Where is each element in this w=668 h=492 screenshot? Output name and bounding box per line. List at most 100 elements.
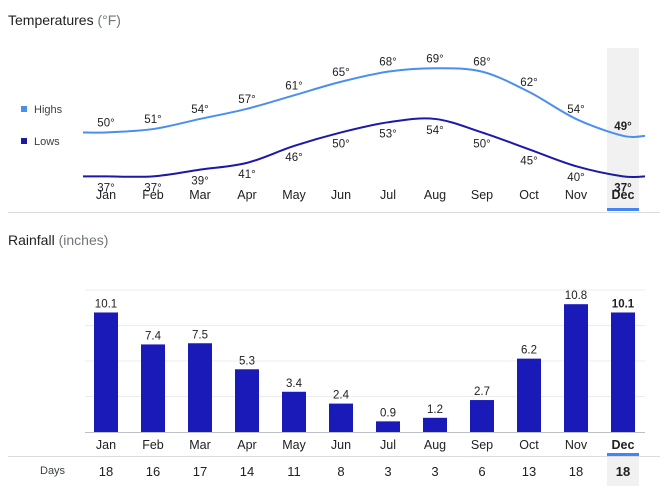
legend-highs-label: Highs	[34, 104, 63, 116]
rainfall-data-label: 2.4	[333, 390, 350, 402]
rain-month-label[interactable]: Nov	[565, 438, 588, 452]
temp-month-label[interactable]: May	[282, 188, 306, 202]
rain-days-value: 18	[616, 464, 630, 479]
rain-month-label[interactable]: Sep	[471, 438, 493, 452]
highs-data-label: 50°	[97, 117, 114, 129]
rain-month-label[interactable]: Apr	[237, 438, 256, 452]
highs-data-label: 68°	[473, 57, 490, 69]
legend-lows-label: Lows	[34, 136, 60, 148]
rainfall-bar[interactable]	[376, 421, 400, 432]
lows-line	[83, 117, 646, 179]
rain-days-value: 6	[478, 464, 485, 479]
rainfall-bar[interactable]	[611, 312, 635, 432]
rainfall-data-label: 2.7	[474, 386, 490, 398]
rainfall-data-label: 6.2	[521, 345, 537, 357]
rainfall-bar[interactable]	[188, 343, 212, 432]
rain-days-value: 14	[240, 464, 254, 479]
lows-data-label: 41°	[238, 169, 255, 181]
temperatures-unit: (°F)	[97, 12, 121, 28]
rain-month-label[interactable]: May	[282, 438, 306, 452]
rain-days-value: 13	[522, 464, 536, 479]
highs-line	[82, 67, 646, 139]
rainfall-bar[interactable]	[517, 358, 541, 432]
selected-days-highlight	[607, 456, 639, 486]
selected-month-indicator-rain[interactable]	[607, 453, 639, 456]
rain-month-label[interactable]: Oct	[519, 438, 539, 452]
rainfall-data-label: 1.2	[427, 404, 443, 416]
rainfall-data-label: 3.4	[286, 378, 303, 390]
legend-highs-swatch	[21, 106, 27, 112]
rainfall-bar[interactable]	[235, 369, 259, 432]
rain-days-value: 8	[337, 464, 344, 479]
rainfall-unit: (inches)	[58, 232, 109, 248]
temp-month-label[interactable]: Jul	[380, 188, 396, 202]
temp-month-label[interactable]: Oct	[519, 188, 539, 202]
rainfall-data-label: 10.1	[95, 298, 117, 310]
temp-month-label[interactable]: Mar	[189, 188, 211, 202]
rain-days-value: 3	[431, 464, 438, 479]
temp-month-label[interactable]: Dec	[612, 188, 635, 202]
rainfall-data-label: 7.4	[145, 330, 162, 342]
rain-days-value: 11	[287, 464, 301, 479]
rainfall-bar[interactable]	[564, 304, 588, 432]
highs-data-label: 54°	[567, 104, 584, 116]
rainfall-bar[interactable]	[282, 391, 306, 432]
rain-days-value: 18	[99, 464, 113, 479]
selected-column-highlight-temp	[607, 48, 639, 210]
rain-month-label[interactable]: Jun	[331, 438, 351, 452]
rainfall-title: Rainfall	[8, 232, 55, 248]
highs-data-label: 69°	[426, 53, 443, 65]
lows-data-label: 37°	[144, 182, 161, 194]
rainfall-bar[interactable]	[94, 312, 118, 432]
temperatures-title: Temperatures	[8, 12, 94, 28]
rain-month-label[interactable]: Jan	[96, 438, 116, 452]
rainfall-data-label: 7.5	[192, 329, 208, 341]
highs-data-label: 51°	[144, 114, 161, 126]
lows-data-label: 50°	[332, 138, 349, 150]
days-label: Days	[40, 465, 66, 477]
temp-month-label[interactable]: Jan	[96, 188, 116, 202]
rain-days-value: 18	[569, 464, 583, 479]
selected-column-highlight-temp-axis	[607, 195, 639, 211]
lows-data-label: 45°	[520, 155, 537, 167]
highs-data-label: 57°	[238, 94, 255, 106]
temp-month-label[interactable]: Aug	[424, 188, 446, 202]
rainfall-bar[interactable]	[329, 403, 353, 432]
lows-data-label: 37°	[614, 182, 632, 194]
legend-lows-swatch	[21, 138, 27, 144]
lows-data-label: 53°	[379, 128, 396, 140]
temp-month-label[interactable]: Apr	[237, 188, 256, 202]
highs-data-label: 62°	[520, 77, 537, 89]
highs-data-label: 49°	[614, 121, 632, 133]
rain-month-label[interactable]: Dec	[612, 438, 635, 452]
rain-month-label[interactable]: Mar	[189, 438, 211, 452]
rain-month-label[interactable]: Jul	[380, 438, 396, 452]
selected-month-indicator-temp[interactable]	[607, 208, 639, 211]
rain-days-value: 16	[146, 464, 160, 479]
rainfall-data-label: 10.1	[612, 298, 635, 310]
lows-data-label: 54°	[426, 125, 443, 137]
lows-data-label: 50°	[473, 138, 490, 150]
rainfall-data-label: 10.8	[565, 290, 587, 302]
temp-month-label[interactable]: Nov	[565, 188, 588, 202]
lows-data-label: 37°	[97, 182, 114, 194]
lows-data-label: 40°	[567, 172, 584, 184]
rainfall-bar[interactable]	[470, 400, 494, 432]
rainfall-bar[interactable]	[423, 417, 447, 432]
rainfall-bar[interactable]	[141, 344, 165, 432]
lows-data-label: 39°	[191, 176, 208, 188]
temp-month-label[interactable]: Sep	[471, 188, 493, 202]
temperatures-heading: Temperatures (°F)	[8, 12, 121, 28]
rainfall-heading: Rainfall (inches)	[8, 232, 108, 248]
rain-days-value: 3	[384, 464, 391, 479]
temp-month-label[interactable]: Feb	[142, 188, 164, 202]
rain-month-label[interactable]: Aug	[424, 438, 446, 452]
rain-month-label[interactable]: Feb	[142, 438, 164, 452]
highs-data-label: 61°	[285, 80, 302, 92]
temp-month-label[interactable]: Jun	[331, 188, 351, 202]
lows-data-label: 46°	[285, 152, 302, 164]
highs-data-label: 54°	[191, 104, 208, 116]
highs-data-label: 68°	[379, 57, 396, 69]
highs-data-label: 65°	[332, 67, 349, 79]
